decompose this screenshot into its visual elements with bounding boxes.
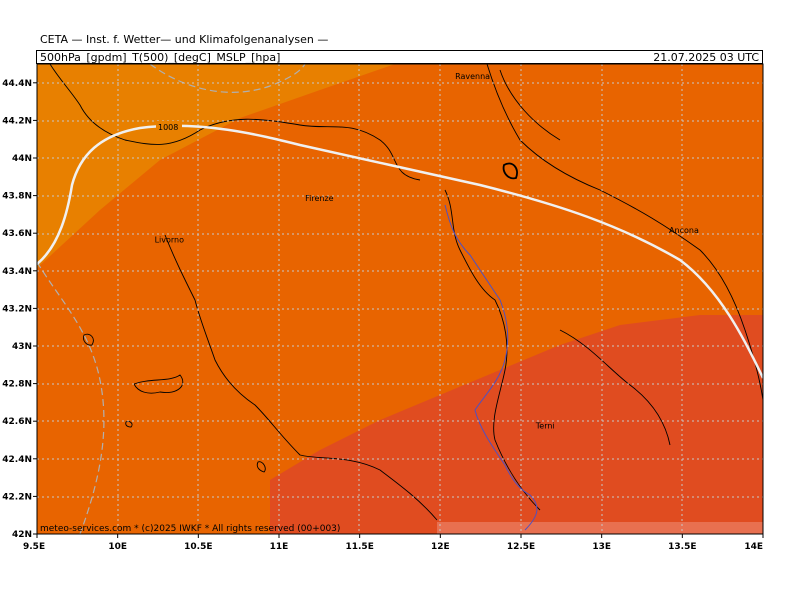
lon-tick-label: 10E [108,542,127,552]
isobar-1008 [37,124,763,379]
lon-tick-label: 9.5E [23,542,45,552]
lat-tick-label: 43.2N [2,304,32,314]
map-title: CETA — Inst. f. Wetter— und Klimafolgena… [40,33,329,46]
city-label-livorno: Livorno [155,236,185,245]
lat-tick-label: 44.2N [2,116,32,126]
lat-tick-label: 43.6N [2,229,32,239]
temp-field-bottom-strip [437,522,763,534]
parameter-label: 500hPa_[gpdm]_T(500)_[degC]_MSLP_[hpa] [40,51,281,64]
lat-tick-label: 43.8N [2,192,32,202]
city-label-terni: Terni [535,422,555,431]
lat-tick-label: 44.4N [2,79,32,89]
city-label-ravenna: Ravenna [455,72,490,81]
lat-tick-label: 42.4N [2,455,32,465]
lon-tick-label: 13.5E [668,542,696,552]
lat-tick-label: 42N [12,530,32,540]
lat-tick-label: 43N [12,342,32,352]
isobar-label: 1008 [158,123,178,132]
temp-field-se [270,315,763,534]
geopotential-line [37,261,105,534]
lat-tick-label: 43.4N [2,267,32,277]
credit-line: meteo-services.com * (c)2025 IWKF * All … [40,524,340,534]
lat-tick-label: 42.2N [2,492,32,502]
city-labels: Ravenna Firenze Livorno Ancona Terni [155,72,699,431]
axis-ticks: 9.5E 10E 10.5E 11E 11.5E 12E 12.5E 13E 13.5E 14E 4… [2,79,764,552]
lat-tick-label: 44N [12,154,32,164]
river [444,204,538,531]
valid-time: 21.07.2025 03 UTC [653,51,759,64]
lon-tick-label: 11.5E [345,542,373,552]
lon-tick-label: 11E [270,542,289,552]
city-label-firenze: Firenze [305,194,334,203]
temp-field-warm-nw [37,64,395,268]
lon-tick-label: 10.5E [184,542,212,552]
lon-tick-label: 12.5E [507,542,535,552]
map-frame [36,63,764,535]
lon-tick-label: 14E [744,542,763,552]
lat-tick-label: 42.8N [2,380,32,390]
lon-tick-label: 12E [431,542,450,552]
city-label-ancona: Ancona [669,226,699,235]
lat-tick-label: 42.6N [2,417,32,427]
geopotential-line [149,64,306,93]
lon-tick-label: 13E [592,542,611,552]
